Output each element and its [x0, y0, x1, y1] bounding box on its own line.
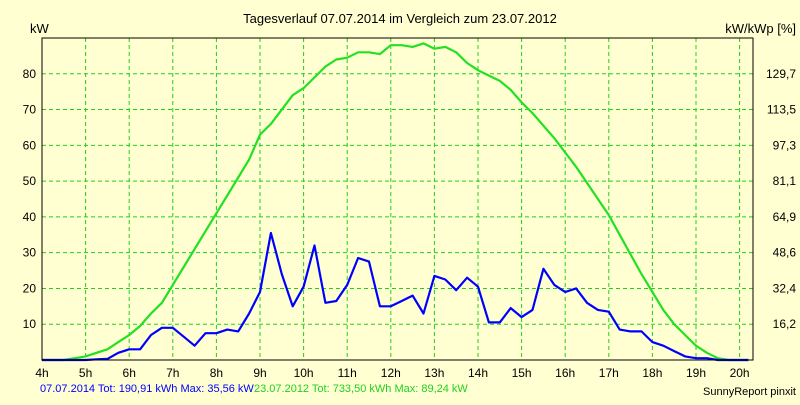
x-tick-label: 19h: [686, 366, 706, 380]
x-tick-label: 7h: [166, 366, 179, 380]
plot-frame: [41, 37, 754, 361]
grid-layer: [42, 38, 753, 360]
y-tick-label-left: 30: [23, 246, 37, 260]
y-tick-label-left: 50: [23, 174, 37, 188]
series-line-23-07-2012: [42, 42, 749, 362]
y-tick-label-right: 113,5: [767, 103, 796, 117]
y-tick-label-left: 10: [23, 317, 37, 331]
x-tick-label: 6h: [123, 366, 136, 380]
x-tick-label: 20h: [730, 366, 750, 380]
chart-title: Tagesverlauf 07.07.2014 im Vergleich zum…: [243, 11, 557, 26]
x-tick-label: 13h: [424, 366, 444, 380]
axis-layer: 4h 5h 6h 7h 8h 9h 10h 11h 12h 13h 14h 15h 16h 17h 18h 1…: [23, 67, 797, 380]
series-line-07-07-2014: [42, 231, 749, 362]
y-tick-label-left: 60: [23, 138, 37, 152]
y-tick-label-right: 64,9: [773, 210, 797, 224]
y-axis-right-label: kW/kWp [%]: [725, 21, 796, 36]
footer-credit: SunnyReport pinxit: [703, 386, 796, 398]
x-tick-label: 17h: [599, 366, 619, 380]
x-tick-label: 5h: [79, 366, 92, 380]
y-tick-label-right: 97,3: [773, 138, 797, 152]
x-tick-label: 10h: [294, 366, 314, 380]
y-tick-label-left: 80: [23, 67, 37, 81]
y-tick-label-right: 32,4: [773, 281, 797, 295]
y-axis-left-label: kW: [30, 21, 50, 36]
x-tick-label: 18h: [642, 366, 662, 380]
y-tick-label-left: 20: [23, 281, 37, 295]
y-tick-label-right: 129,7: [766, 67, 796, 81]
x-tick-label: 9h: [253, 366, 266, 380]
x-tick-label: 15h: [512, 366, 532, 380]
y-tick-label-right: 81,1: [773, 174, 797, 188]
x-tick-label: 12h: [381, 366, 401, 380]
footer-series1-summary: 07.07.2014 Tot: 190,91 kWh Max: 35,56 kW: [40, 383, 254, 395]
y-tick-label-right: 16,2: [773, 317, 797, 331]
x-tick-label: 16h: [555, 366, 575, 380]
x-tick-label: 4h: [35, 366, 48, 380]
y-tick-label-left: 70: [23, 103, 37, 117]
series-layer: [42, 42, 749, 362]
x-tick-label: 8h: [210, 366, 223, 380]
x-tick-label: 11h: [338, 366, 357, 380]
footer-series2-summary: 23.07.2012 Tot: 733,50 kWh Max: 89,24 kW: [254, 383, 468, 395]
y-tick-label-right: 48,6: [773, 246, 797, 260]
y-tick-label-left: 40: [23, 210, 37, 224]
x-tick-label: 14h: [468, 366, 488, 380]
